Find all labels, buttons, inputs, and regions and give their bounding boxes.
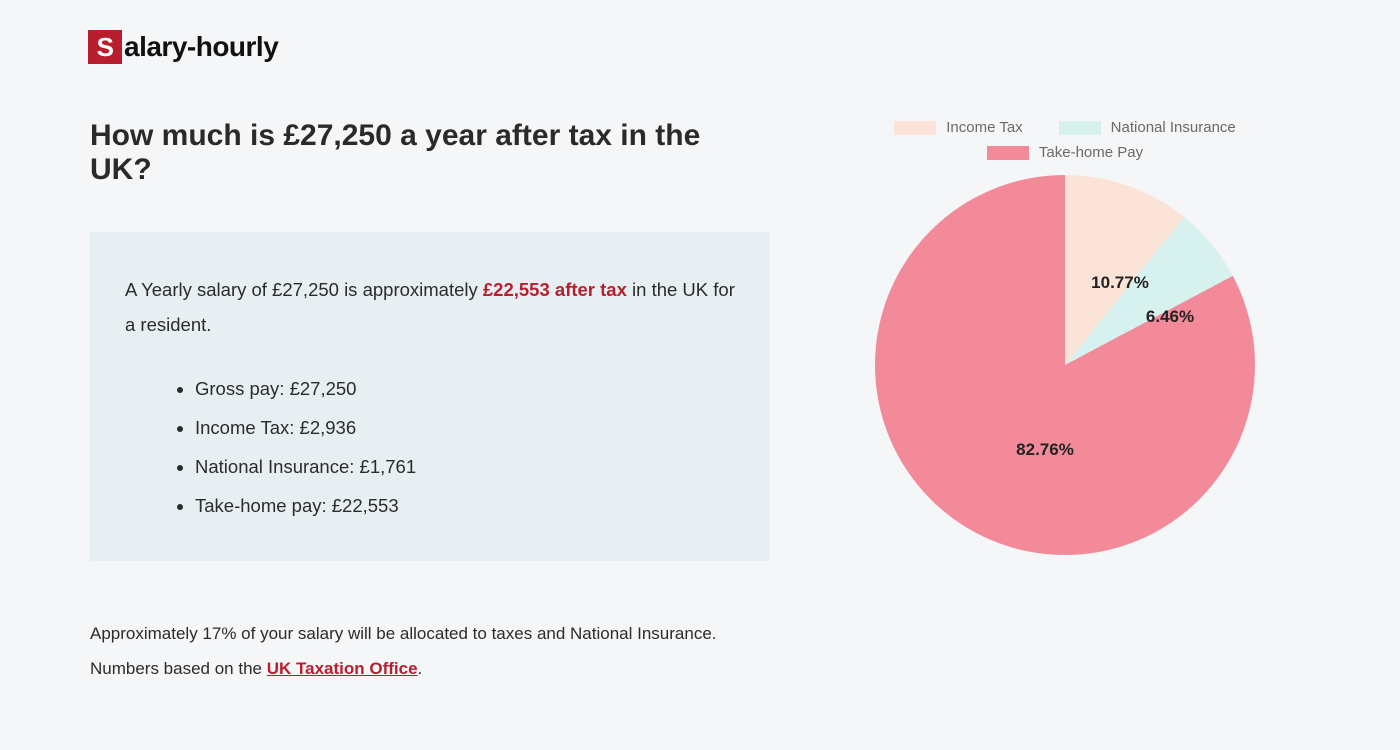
tax-office-link[interactable]: UK Taxation Office bbox=[267, 659, 418, 678]
logo-badge: S bbox=[88, 30, 122, 64]
legend-swatch bbox=[894, 121, 936, 135]
pie-disc bbox=[875, 175, 1255, 555]
footnote-line2-post: . bbox=[418, 659, 423, 678]
footnote-line1: Approximately 17% of your salary will be… bbox=[90, 624, 717, 643]
slice-label-income-tax: 10.77% bbox=[1091, 273, 1149, 293]
legend-item-take-home: Take-home Pay bbox=[987, 144, 1143, 161]
bullet-gross-pay: Gross pay: £27,250 bbox=[195, 370, 735, 409]
slice-label-national-insurance: 6.46% bbox=[1146, 307, 1194, 327]
footnote-line2-pre: Numbers based on the bbox=[90, 659, 267, 678]
summary-intro: A Yearly salary of £27,250 is approximat… bbox=[125, 272, 735, 342]
summary-intro-pre: A Yearly salary of £27,250 is approximat… bbox=[125, 279, 483, 300]
summary-bullet-list: Gross pay: £27,250 Income Tax: £2,936 Na… bbox=[125, 370, 735, 525]
legend-item-income-tax: Income Tax bbox=[894, 119, 1022, 136]
chart-legend: Income Tax National Insurance Take-home … bbox=[830, 119, 1300, 161]
legend-label: Income Tax bbox=[946, 119, 1022, 136]
page-title: How much is £27,250 a year after tax in … bbox=[90, 119, 770, 187]
legend-label: Take-home Pay bbox=[1039, 144, 1143, 161]
slice-label-take-home: 82.76% bbox=[1016, 440, 1074, 460]
bullet-national-insurance: National Insurance: £1,761 bbox=[195, 448, 735, 487]
legend-swatch bbox=[987, 146, 1029, 160]
site-logo: Salary-hourly bbox=[88, 30, 1310, 64]
bullet-take-home: Take-home pay: £22,553 bbox=[195, 487, 735, 526]
footnote: Approximately 17% of your salary will be… bbox=[90, 616, 770, 687]
legend-label: National Insurance bbox=[1111, 119, 1236, 136]
pie-chart: 10.77% 6.46% 82.76% bbox=[875, 175, 1255, 555]
summary-highlight: £22,553 after tax bbox=[483, 279, 627, 300]
legend-item-national-insurance: National Insurance bbox=[1059, 119, 1236, 136]
bullet-income-tax: Income Tax: £2,936 bbox=[195, 409, 735, 448]
logo-text: alary-hourly bbox=[124, 31, 278, 63]
summary-box: A Yearly salary of £27,250 is approximat… bbox=[90, 232, 770, 561]
legend-swatch bbox=[1059, 121, 1101, 135]
